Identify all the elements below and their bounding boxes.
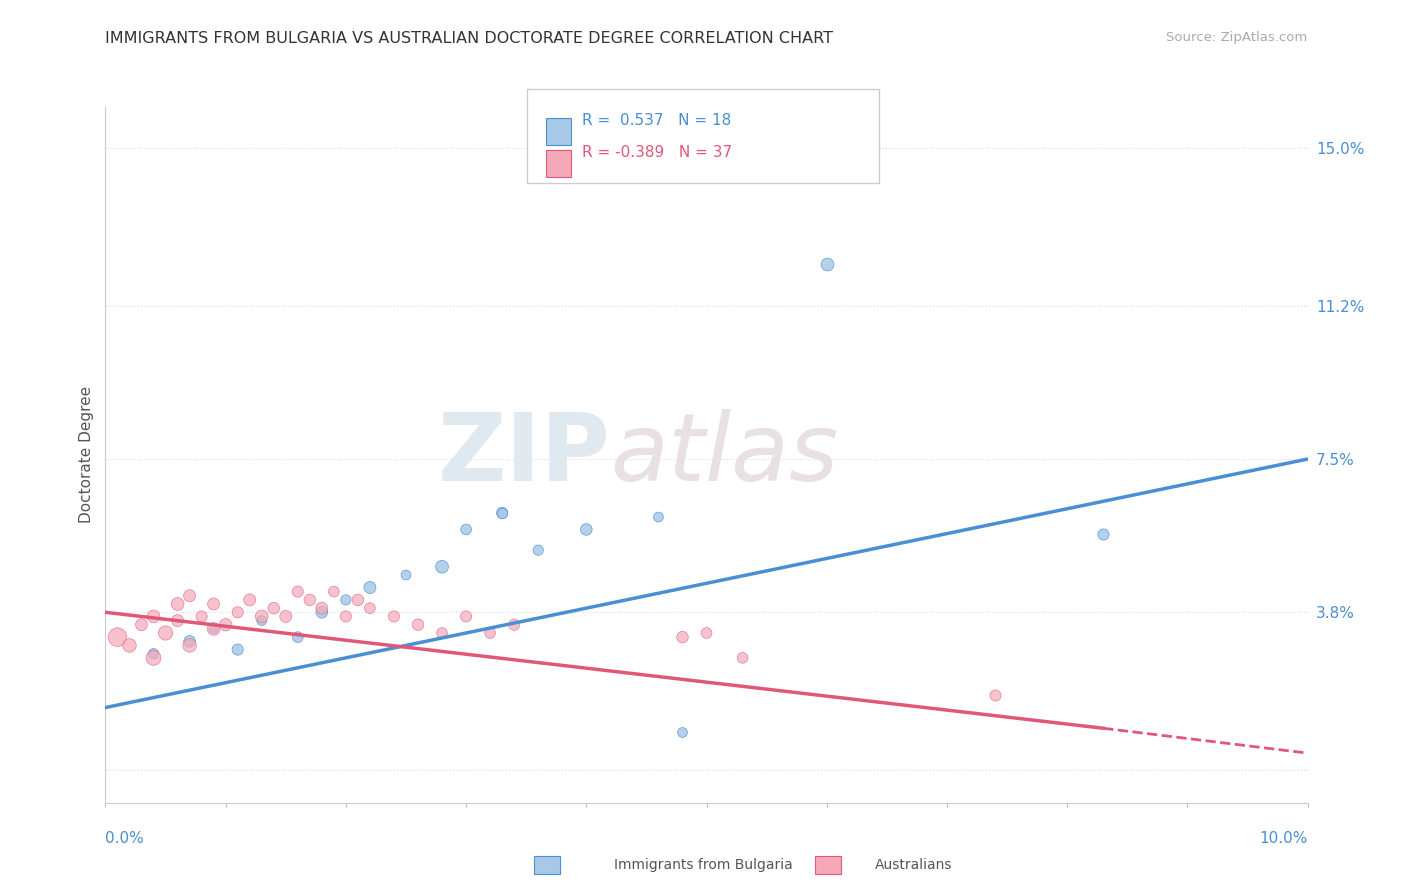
Point — [335, 609, 357, 624]
Point — [107, 630, 129, 644]
Point — [142, 647, 165, 661]
Text: IMMIGRANTS FROM BULGARIA VS AUSTRALIAN DOCTORATE DEGREE CORRELATION CHART: IMMIGRANTS FROM BULGARIA VS AUSTRALIAN D… — [105, 31, 834, 46]
Point — [287, 584, 309, 599]
Point — [322, 584, 344, 599]
Point — [479, 626, 502, 640]
Point — [202, 622, 225, 636]
Point — [131, 617, 153, 632]
Text: 10.0%: 10.0% — [1260, 831, 1308, 846]
Point — [671, 630, 693, 644]
Point — [239, 592, 262, 607]
Text: ZIP: ZIP — [437, 409, 610, 501]
Point — [359, 581, 381, 595]
Text: Source: ZipAtlas.com: Source: ZipAtlas.com — [1167, 31, 1308, 45]
Y-axis label: Doctorate Degree: Doctorate Degree — [79, 386, 94, 524]
Point — [491, 506, 513, 520]
Point — [311, 605, 333, 619]
Text: Australians: Australians — [875, 858, 953, 872]
Text: Immigrants from Bulgaria: Immigrants from Bulgaria — [613, 858, 793, 872]
Point — [274, 609, 297, 624]
Point — [647, 510, 669, 524]
Point — [454, 609, 477, 624]
Point — [696, 626, 718, 640]
Point — [287, 630, 309, 644]
Point — [142, 651, 165, 665]
Point — [226, 605, 249, 619]
Point — [503, 617, 526, 632]
Point — [430, 559, 453, 574]
Text: 0.0%: 0.0% — [105, 831, 145, 846]
Point — [359, 601, 381, 615]
Point — [335, 592, 357, 607]
Point — [202, 597, 225, 611]
Point — [214, 617, 236, 632]
Point — [166, 614, 188, 628]
Point — [984, 688, 1007, 702]
Point — [395, 568, 418, 582]
Point — [250, 614, 273, 628]
Point — [527, 543, 550, 558]
Point — [190, 609, 212, 624]
Point — [575, 523, 598, 537]
Text: atlas: atlas — [610, 409, 838, 500]
Point — [226, 642, 249, 657]
Point — [311, 601, 333, 615]
Text: R =  0.537   N = 18: R = 0.537 N = 18 — [582, 113, 731, 128]
Point — [155, 626, 177, 640]
Point — [347, 592, 370, 607]
Point — [382, 609, 405, 624]
Point — [202, 622, 225, 636]
Point — [406, 617, 429, 632]
Point — [142, 609, 165, 624]
Point — [815, 257, 838, 271]
Point — [179, 639, 201, 653]
Point — [179, 634, 201, 648]
Point — [1092, 526, 1115, 541]
Point — [454, 523, 477, 537]
Point — [491, 506, 513, 520]
Point — [263, 601, 285, 615]
Point — [671, 725, 693, 739]
Point — [298, 592, 321, 607]
Point — [430, 626, 453, 640]
Point — [118, 639, 141, 653]
Text: R = -0.389   N = 37: R = -0.389 N = 37 — [582, 145, 733, 161]
Point — [731, 651, 754, 665]
Point — [179, 589, 201, 603]
Point — [250, 609, 273, 624]
Point — [166, 597, 188, 611]
